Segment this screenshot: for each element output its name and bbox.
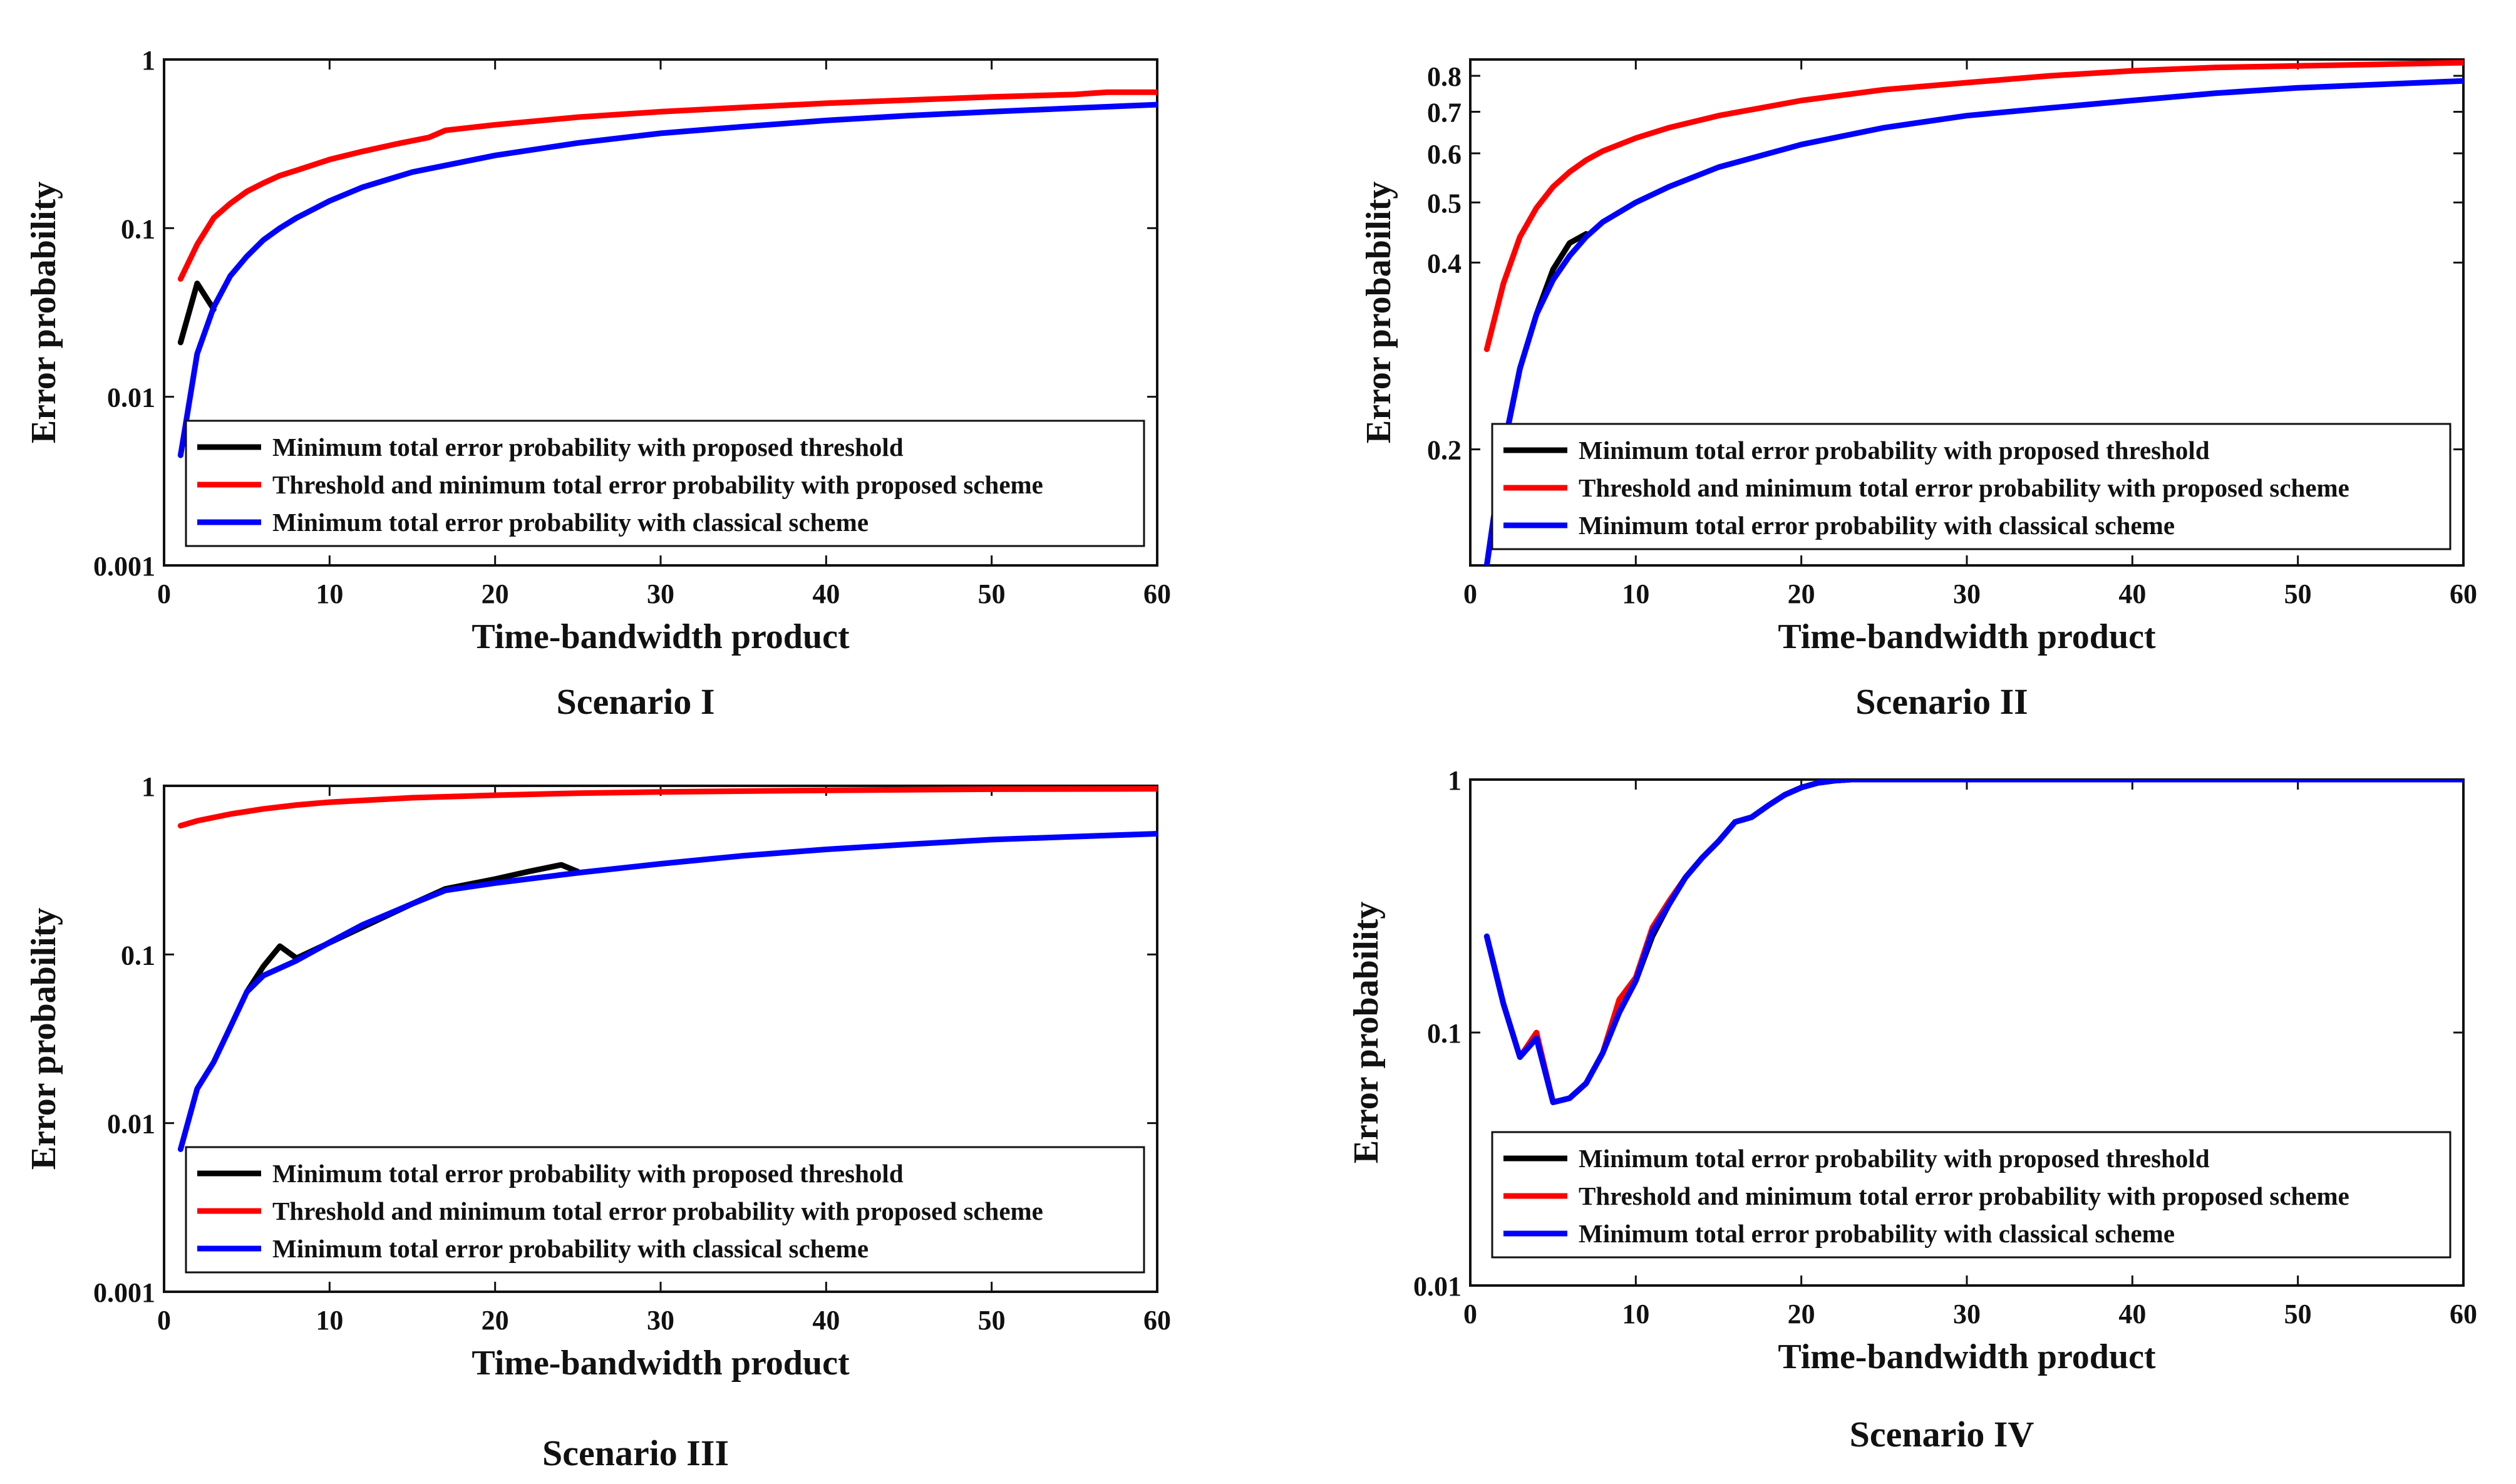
- y-tick-label: 0.4: [1427, 248, 1462, 279]
- x-tick-label: 20: [482, 579, 509, 609]
- legend-label-proposed-threshold: Minimum total error probability with pro…: [272, 1159, 904, 1188]
- x-tick-label: 0: [1463, 1299, 1477, 1329]
- legend-box: [185, 420, 1145, 547]
- x-tick-label: 10: [1622, 579, 1649, 609]
- y-tick-label: 0.1: [121, 214, 155, 244]
- y-tick-label: 1: [142, 45, 155, 76]
- y-tick-label: 0.8: [1427, 61, 1462, 92]
- x-tick-label: 40: [2118, 1299, 2146, 1329]
- y-tick-label: 0.001: [93, 1277, 155, 1308]
- x-tick-label: 60: [1143, 579, 1171, 609]
- y-tick-label: 0.001: [93, 551, 155, 582]
- legend-label-classical-scheme: Minimum total error probability with cla…: [1579, 1219, 2175, 1248]
- x-tick-label: 30: [1953, 1299, 1981, 1329]
- series-line-classical-scheme: [1483, 780, 2463, 1105]
- x-tick-label: 20: [1788, 1299, 1815, 1329]
- legend-label-classical-scheme: Minimum total error probability with cla…: [272, 1234, 869, 1263]
- x-axis-label: Time-bandwidth product: [472, 1344, 850, 1383]
- legend-label-proposed-scheme: Threshold and minimum total error probab…: [1579, 1182, 2349, 1210]
- y-tick-label: 0.01: [107, 1109, 155, 1140]
- x-tick-label: 30: [647, 579, 674, 609]
- series-line-proposed-threshold: [244, 862, 581, 995]
- y-axis-label: Error probability: [24, 908, 63, 1170]
- series-line-classical-scheme: [177, 831, 1157, 1152]
- x-tick-label: 50: [978, 1305, 1006, 1336]
- x-tick-label: 60: [2450, 579, 2477, 609]
- series-line-proposed-scheme: [1483, 59, 2463, 353]
- chart-panel-2: 0 10 20 30 40 50 60 0.2 0.4 0.5 0.6 0.7 0.8 Time-band…: [1359, 58, 2477, 722]
- series-line-proposed-scheme: [177, 89, 1157, 282]
- series-line-proposed-threshold: [177, 281, 217, 346]
- x-tick-label: 30: [1953, 579, 1981, 609]
- x-tick-label: 50: [2284, 1299, 2312, 1329]
- legend: Minimum total error probability with pro…: [1491, 423, 2452, 550]
- y-tick-label: 1: [142, 771, 155, 802]
- series-group: [177, 89, 1157, 458]
- x-tick-label: 20: [482, 1305, 509, 1336]
- legend-label-classical-scheme: Minimum total error probability with cla…: [1579, 511, 2175, 540]
- legend-label-proposed-scheme: Threshold and minimum total error probab…: [272, 1197, 1043, 1225]
- x-axis-label: Time-bandwidth product: [472, 617, 850, 656]
- series-group: [1483, 780, 2463, 1105]
- legend: Minimum total error probability with pro…: [185, 1146, 1145, 1274]
- legend-label-proposed-threshold: Minimum total error probability with pro…: [1579, 436, 2210, 465]
- x-tick-label: 10: [316, 1305, 343, 1336]
- x-tick-label: 0: [157, 1305, 171, 1336]
- panel-caption: Scenario IV: [1850, 1414, 2034, 1455]
- y-axis-label: Error probability: [1347, 902, 1386, 1164]
- legend-box: [185, 1146, 1145, 1274]
- y-tick-label: 0.1: [1427, 1018, 1462, 1049]
- y-tick-label: 0.1: [121, 940, 155, 971]
- y-tick-label: 0.01: [107, 383, 155, 413]
- x-tick-label: 10: [1622, 1299, 1649, 1329]
- series-line-proposed-scheme: [177, 786, 1157, 829]
- panel-caption: Scenario II: [1855, 681, 2028, 722]
- chart-panel-4: 0 10 20 30 40 50 60 0.01 0.1 1 Time-bandwidth prod…: [1347, 765, 2477, 1455]
- chart-panel-3: 0 10 20 30 40 50 60 0.001 0.01 0.1 1 Time-bandwidth…: [24, 771, 1171, 1473]
- x-axis-label: Time-bandwidth product: [1778, 1337, 2156, 1376]
- y-tick-label: 0.5: [1427, 188, 1462, 219]
- legend: Minimum total error probability with pro…: [1491, 1131, 2452, 1259]
- legend-box: [1491, 1131, 2452, 1259]
- legend-label-proposed-threshold: Minimum total error probability with pro…: [272, 433, 904, 461]
- series-line-classical-scheme: [1483, 78, 2463, 565]
- legend-label-proposed-scheme: Threshold and minimum total error probab…: [1579, 473, 2349, 502]
- y-tick-label: 0.7: [1427, 98, 1462, 128]
- x-tick-label: 10: [316, 579, 343, 609]
- x-axis-label: Time-bandwidth product: [1778, 617, 2156, 656]
- legend: Minimum total error probability with pro…: [185, 420, 1145, 547]
- x-tick-label: 0: [1463, 579, 1477, 609]
- series-line-proposed-threshold: [1483, 780, 2463, 1105]
- x-tick-label: 40: [2118, 579, 2146, 609]
- legend-label-classical-scheme: Minimum total error probability with cla…: [272, 508, 869, 537]
- legend-label-proposed-scheme: Threshold and minimum total error probab…: [272, 470, 1043, 499]
- x-tick-label: 40: [812, 1305, 840, 1336]
- x-tick-label: 0: [157, 579, 171, 609]
- series-line-classical-scheme: [177, 101, 1157, 458]
- series-group: [177, 786, 1157, 1152]
- series-line-proposed-scheme: [1483, 780, 2463, 1105]
- y-tick-label: 0.2: [1427, 435, 1462, 466]
- x-tick-label: 60: [1143, 1305, 1171, 1336]
- chart-panel-1: 0 10 20 30 40 50 60 0.001 0.01 0.1 1 Time-bandwidth…: [24, 45, 1171, 722]
- y-tick-label: 0.01: [1413, 1271, 1462, 1302]
- x-tick-label: 20: [1788, 579, 1815, 609]
- y-axis-label: Error probability: [1359, 182, 1398, 444]
- x-tick-label: 60: [2450, 1299, 2477, 1329]
- x-tick-label: 50: [978, 579, 1006, 609]
- legend-label-proposed-threshold: Minimum total error probability with pro…: [1579, 1144, 2210, 1173]
- x-tick-label: 50: [2284, 579, 2312, 609]
- legend-box: [1491, 423, 2452, 550]
- y-tick-label: 1: [1448, 765, 1462, 796]
- panel-caption: Scenario III: [542, 1433, 729, 1473]
- x-tick-label: 40: [812, 579, 840, 609]
- panel-caption: Scenario I: [557, 681, 715, 722]
- y-axis-label: Error probability: [24, 182, 63, 444]
- x-tick-label: 30: [647, 1305, 674, 1336]
- y-tick-label: 0.6: [1427, 139, 1462, 170]
